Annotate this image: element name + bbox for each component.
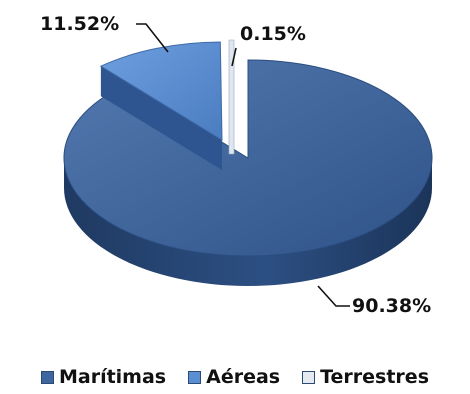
- data-label-terrestres: 0.15%: [240, 23, 306, 45]
- legend-label-aereas: Aéreas: [206, 366, 281, 388]
- legend-label-terrestres: Terrestres: [320, 366, 430, 388]
- slice-side-maritimas: [64, 158, 432, 286]
- leader-line-terrestres: [231, 47, 237, 67]
- data-label-maritimas: 90.38%: [352, 295, 431, 317]
- slice-aereas: [99, 41, 223, 141]
- leader-line-maritimas: [317, 285, 350, 307]
- slice-terrestres: [228, 39, 235, 155]
- legend-label-maritimas: Marítimas: [58, 366, 167, 388]
- slice-wall-aereas: [100, 66, 222, 170]
- legend-item-maritimas: Marítimas: [40, 366, 167, 388]
- data-label-aereas: 11.52%: [40, 13, 119, 35]
- leader-line-aereas: [136, 23, 169, 53]
- legend: Marítimas Aéreas Terrestres: [0, 360, 470, 394]
- legend-item-aereas: Aéreas: [188, 366, 280, 388]
- legend-swatch-terrestres: [302, 370, 316, 384]
- legend-swatch-maritimas: [40, 370, 54, 384]
- legend-item-terrestres: Terrestres: [302, 366, 429, 388]
- legend-swatch-aereas: [188, 370, 202, 384]
